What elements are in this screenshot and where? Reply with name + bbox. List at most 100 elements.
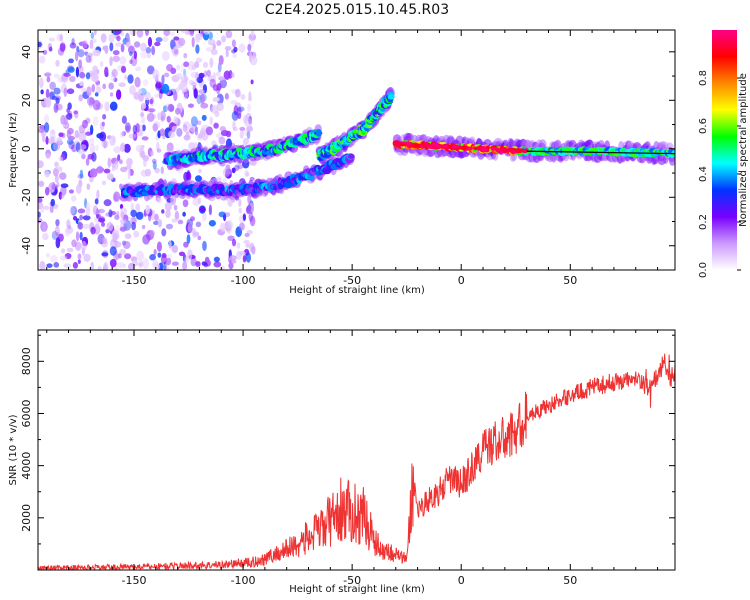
heatmap-cell [246, 204, 252, 213]
heatmap-cell [104, 45, 109, 54]
heatmap-cell [189, 123, 196, 133]
heatmap-cell [49, 129, 56, 141]
heatmap-cell [119, 248, 127, 255]
heatmap-cell [70, 195, 77, 202]
y-tick-label: 20 [20, 93, 33, 107]
heatmap-cell [38, 55, 46, 64]
heatmap-x-axis-label: Height of straight line (km) [289, 285, 425, 296]
heatmap-cell [186, 234, 191, 244]
heatmap-cell [145, 47, 152, 54]
heatmap-cell [247, 202, 254, 214]
heatmap-cell [209, 116, 214, 125]
colorbar-tick-label: 0.4 [698, 166, 709, 182]
heatmap-cell [140, 150, 146, 159]
heatmap-cell [109, 92, 114, 97]
heatmap-cell [75, 66, 80, 78]
heatmap-cell [147, 53, 151, 59]
heatmap-cell [161, 253, 167, 259]
heatmap-cell [162, 105, 168, 113]
heatmap-cell [224, 92, 229, 100]
snr-frame [37, 329, 676, 571]
heatmap-cell [203, 30, 211, 35]
heatmap-cell [77, 208, 86, 214]
heatmap-cell [68, 58, 74, 64]
heatmap-cell [103, 199, 112, 207]
heatmap-cell [182, 123, 188, 132]
heatmap-cell [102, 113, 107, 120]
heatmap-cell [207, 75, 213, 82]
heatmap-cell [110, 71, 116, 82]
heatmap-cell [178, 251, 186, 257]
heatmap-cell [79, 144, 87, 150]
heatmap-cell [115, 89, 122, 100]
snr-y-axis-label: SNR (10 * v/v) [8, 414, 19, 485]
heatmap-cell [68, 75, 76, 83]
heatmap-cell [67, 127, 74, 135]
heatmap-cell [173, 91, 178, 102]
heatmap-cell [163, 30, 171, 37]
y-tick-label: 0 [20, 145, 33, 152]
heatmap-cell [48, 46, 53, 52]
heatmap-hotspot [481, 148, 488, 152]
heatmap-cell [209, 57, 214, 68]
heatmap-cell [73, 110, 79, 115]
heatmap-cell [45, 97, 52, 108]
heatmap-cell [180, 76, 189, 83]
heatmap-cell [188, 79, 195, 86]
heatmap-cell [92, 116, 99, 127]
heatmap-cell [78, 124, 86, 134]
heatmap-cell [138, 93, 145, 102]
heatmap-cell [116, 35, 121, 42]
x-tick-label: 0 [458, 274, 465, 287]
heatmap-cell [85, 202, 91, 212]
y-tick-label: 4000 [20, 452, 33, 480]
heatmap-cell [92, 49, 101, 57]
heatmap-cell [153, 220, 160, 225]
heatmap-cell [126, 157, 133, 167]
heatmap-cell [64, 252, 72, 260]
heatmap-cell [112, 55, 120, 63]
heatmap-cell [85, 131, 92, 136]
heatmap-cell [171, 261, 179, 266]
heatmap-cell [90, 124, 94, 135]
heatmap-cell [165, 223, 174, 230]
heatmap-cell [248, 91, 252, 100]
heatmap-cell [38, 197, 43, 204]
heatmap-cell [127, 45, 135, 54]
heatmap-cell [250, 79, 254, 85]
heatmap-cell [143, 91, 151, 101]
heatmap-cell [146, 65, 155, 75]
heatmap-cell [49, 81, 56, 90]
heatmap-cell [177, 168, 182, 174]
heatmap-cell [133, 50, 138, 60]
heatmap-cell [162, 36, 169, 43]
heatmap-cell [387, 94, 395, 100]
heatmap-cell [82, 223, 90, 229]
heatmap-cell [171, 218, 178, 223]
heatmap-cell [94, 217, 98, 223]
heatmap-cell [202, 240, 207, 251]
heatmap-cell [210, 105, 219, 115]
heatmap-cell [245, 243, 252, 248]
heatmap-cell [183, 52, 188, 59]
snr-series-line [38, 353, 675, 570]
heatmap-cell [153, 263, 160, 270]
heatmap-cell [69, 205, 76, 215]
heatmap-cell [58, 156, 64, 162]
heatmap-cell [140, 112, 145, 118]
heatmap-cell [164, 201, 172, 212]
heatmap-cell [161, 228, 167, 237]
heatmap-cell [151, 158, 157, 164]
heatmap-cell [182, 199, 189, 208]
heatmap-cell [186, 169, 191, 180]
heatmap-cell [113, 77, 118, 83]
heatmap-cell [55, 227, 60, 233]
heatmap-cell [248, 37, 255, 48]
heatmap-cell [141, 144, 145, 149]
x-tick-label: -150 [122, 574, 147, 587]
heatmap-cell [141, 116, 146, 124]
heatmap-cell [96, 166, 104, 174]
heatmap-cell [195, 175, 202, 182]
heatmap-cell [195, 71, 199, 83]
